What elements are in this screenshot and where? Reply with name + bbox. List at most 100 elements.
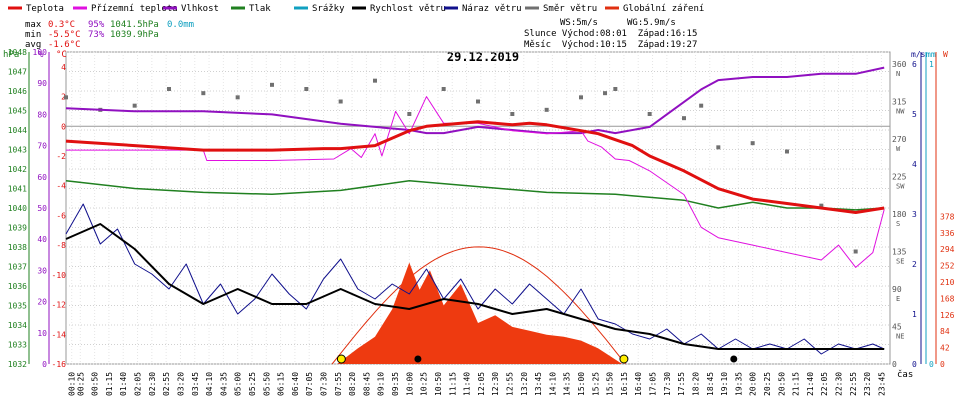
pct-axis-label: % — [38, 50, 44, 60]
x-tick-19: 07:55 — [334, 372, 343, 396]
hpa-tick-2: 1046 — [8, 87, 27, 96]
stats-max-label: max — [25, 20, 42, 30]
x-tick-17: 07:05 — [305, 372, 314, 396]
sun-marker-0 — [336, 354, 346, 364]
x-tick-1: 00:25 — [76, 372, 85, 396]
dir-compass-2: W — [896, 145, 901, 153]
x-tick-47: 19:35 — [734, 372, 743, 396]
hpa-tick-0: 1048 — [8, 48, 27, 57]
wind-dir-point-10 — [407, 112, 412, 116]
degc-tick-9: -14 — [52, 330, 67, 339]
wind-dir-point-3 — [167, 87, 171, 91]
hpa-tick-9: 1039 — [8, 224, 27, 233]
legend-label-2: Vlhkost — [181, 4, 219, 14]
series-rychlost-vetru-line — [65, 223, 885, 350]
x-tick-53: 22:05 — [820, 372, 829, 396]
legend-label-0: Teplota — [26, 4, 64, 14]
x-tick-31: 12:55 — [505, 372, 514, 396]
w-tick-5: 168 — [940, 294, 955, 303]
w-tick-7: 84 — [940, 327, 950, 336]
dir-tick-2: 270 — [892, 135, 907, 144]
ms-tick-2: 4 — [912, 160, 917, 169]
x-tick-14: 05:50 — [262, 372, 271, 396]
x-tick-41: 17:05 — [649, 372, 658, 396]
hpa-tick-7: 1041 — [8, 185, 27, 194]
degc-tick-1: 2 — [61, 93, 66, 102]
wind-dir-point-24 — [819, 203, 824, 208]
stats-min-temp: -5.5°C — [48, 30, 81, 40]
x-tick-57: 23:45 — [877, 372, 886, 396]
x-tick-50: 20:50 — [777, 372, 786, 396]
x-tick-36: 15:00 — [577, 372, 586, 396]
series-globalni-zareni-area — [337, 262, 623, 364]
degc-tick-7: -10 — [52, 271, 67, 280]
x-tick-2: 00:50 — [91, 372, 100, 396]
degc-tick-4: -4 — [56, 182, 66, 191]
mm-tick-0: 1 — [929, 60, 934, 69]
wind-dir-point-19 — [682, 116, 686, 121]
x-axis-label: čas — [897, 369, 913, 380]
x-tick-8: 03:20 — [176, 372, 185, 396]
dir-compass-6: E — [896, 295, 900, 303]
pct-tick-6: 40 — [37, 235, 47, 244]
pct-tick-5: 50 — [37, 204, 47, 213]
hpa-tick-8: 1040 — [8, 204, 27, 213]
stats-max-hum: 95% — [88, 20, 105, 30]
x-tick-42: 17:30 — [663, 372, 672, 396]
hpa-tick-5: 1043 — [8, 146, 27, 155]
hpa-axis-label: hPa — [3, 50, 19, 60]
x-tick-54: 22:30 — [835, 372, 844, 396]
pct-tick-10: 0 — [42, 360, 47, 369]
hpa-tick-16: 1032 — [8, 360, 27, 369]
hpa-tick-14: 1034 — [8, 321, 27, 330]
moon-marker-1 — [730, 355, 738, 363]
x-tick-45: 18:45 — [706, 372, 715, 396]
series-vlhkost-line — [65, 66, 885, 135]
w-tick-4: 210 — [940, 278, 955, 287]
hpa-tick-10: 1038 — [8, 243, 27, 252]
hpa-tick-12: 1036 — [8, 282, 27, 291]
plot-area — [64, 66, 885, 365]
w-tick-3: 252 — [940, 262, 955, 271]
wind-dir-point-16 — [603, 91, 608, 96]
wind-dir-point-8 — [338, 99, 343, 104]
wind-dir-point-17 — [613, 87, 618, 91]
x-tick-3: 01:15 — [105, 372, 114, 396]
hpa-tick-13: 1035 — [8, 302, 27, 311]
w-tick-9: 0 — [940, 360, 945, 369]
x-tick-44: 18:20 — [691, 372, 700, 396]
degc-tick-6: -8 — [56, 241, 66, 250]
ms-axis-label: m/s — [911, 50, 926, 59]
x-tick-9: 03:45 — [191, 372, 200, 396]
w-tick-8: 42 — [940, 344, 950, 353]
ms-tick-3: 3 — [912, 210, 917, 219]
wind-dir-point-0 — [64, 95, 68, 100]
dir-compass-7: NE — [896, 333, 904, 341]
dir-tick-0: 360 — [892, 60, 907, 69]
x-tick-33: 13:45 — [534, 372, 543, 396]
x-tick-23: 09:35 — [391, 372, 400, 396]
x-tick-12: 05:00 — [234, 372, 243, 396]
dir-tick-8: 0 — [892, 360, 897, 369]
dir-compass-1: NW — [896, 108, 905, 116]
dir-tick-4: 180 — [892, 210, 907, 219]
x-tick-48: 20:00 — [749, 372, 758, 396]
pct-tick-8: 20 — [37, 298, 47, 307]
x-tick-29: 12:05 — [477, 372, 486, 396]
x-tick-20: 08:20 — [348, 372, 357, 396]
legend-label-5: Rychlost větru — [370, 4, 446, 14]
stats-min-hum: 73% — [88, 30, 105, 40]
ms-tick-4: 2 — [912, 260, 917, 269]
legend-label-6: Náraz větru — [462, 4, 522, 14]
x-tick-11: 04:35 — [219, 372, 228, 396]
x-tick-49: 20:25 — [763, 372, 772, 396]
chart-title: 29.12.2019 — [447, 50, 519, 64]
wind-dir-point-4 — [201, 91, 206, 96]
x-tick-46: 19:10 — [720, 372, 729, 396]
wind-dir-point-22 — [750, 141, 755, 146]
stats-avg-temp: -1.6°C — [48, 40, 81, 50]
x-tick-28: 11:40 — [463, 372, 472, 396]
series-prizemni-teplota-line — [66, 96, 885, 268]
pct-tick-4: 60 — [37, 173, 47, 182]
